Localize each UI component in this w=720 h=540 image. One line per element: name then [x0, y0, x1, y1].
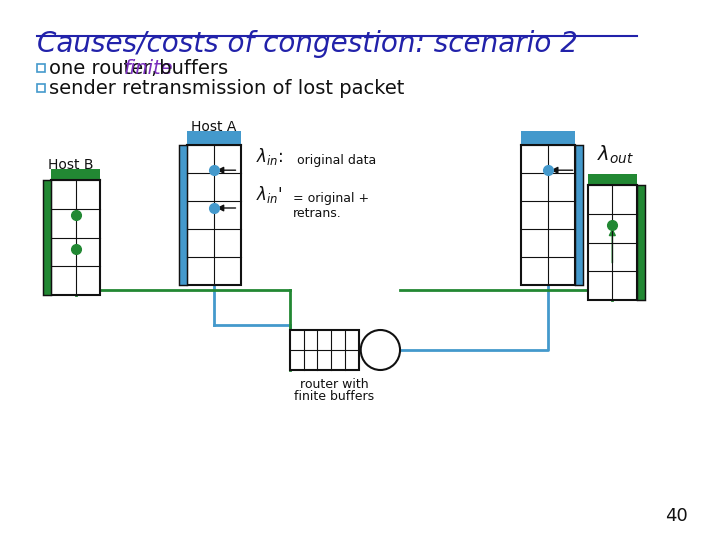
Text: buffers: buffers [153, 58, 228, 78]
Text: $\lambda_{in}$': $\lambda_{in}$' [256, 184, 282, 205]
Bar [637, 185, 645, 300]
Bar [588, 185, 637, 300]
Text: Causes/costs of congestion: scenario 2: Causes/costs of congestion: scenario 2 [37, 30, 578, 58]
Bar [290, 330, 359, 370]
Bar [51, 168, 100, 180]
Bar [588, 173, 637, 185]
Text: $\lambda_{in}$:: $\lambda_{in}$: [256, 146, 283, 167]
Text: $\lambda_{out}$: $\lambda_{out}$ [597, 144, 634, 166]
Text: finite: finite [124, 58, 174, 78]
Text: finite buffers: finite buffers [294, 389, 374, 402]
Text: sender retransmission of lost packet: sender retransmission of lost packet [49, 78, 405, 98]
Circle shape [361, 330, 400, 370]
Text: retrans.: retrans. [293, 207, 342, 220]
Bar [43, 180, 51, 295]
Bar [521, 145, 575, 285]
Text: Host B: Host B [48, 158, 94, 172]
Bar [37, 64, 45, 72]
Text: Host A: Host A [191, 120, 236, 134]
Bar [186, 145, 240, 285]
Bar [179, 145, 186, 285]
Text: router with: router with [300, 377, 369, 390]
Bar [37, 84, 45, 92]
Bar [186, 131, 240, 145]
Bar [51, 180, 100, 295]
Text: original data: original data [297, 154, 376, 167]
Bar [575, 145, 583, 285]
Text: = original +: = original + [293, 192, 369, 205]
Text: one router,: one router, [49, 58, 163, 78]
Bar [521, 131, 575, 145]
Text: 40: 40 [665, 507, 688, 525]
